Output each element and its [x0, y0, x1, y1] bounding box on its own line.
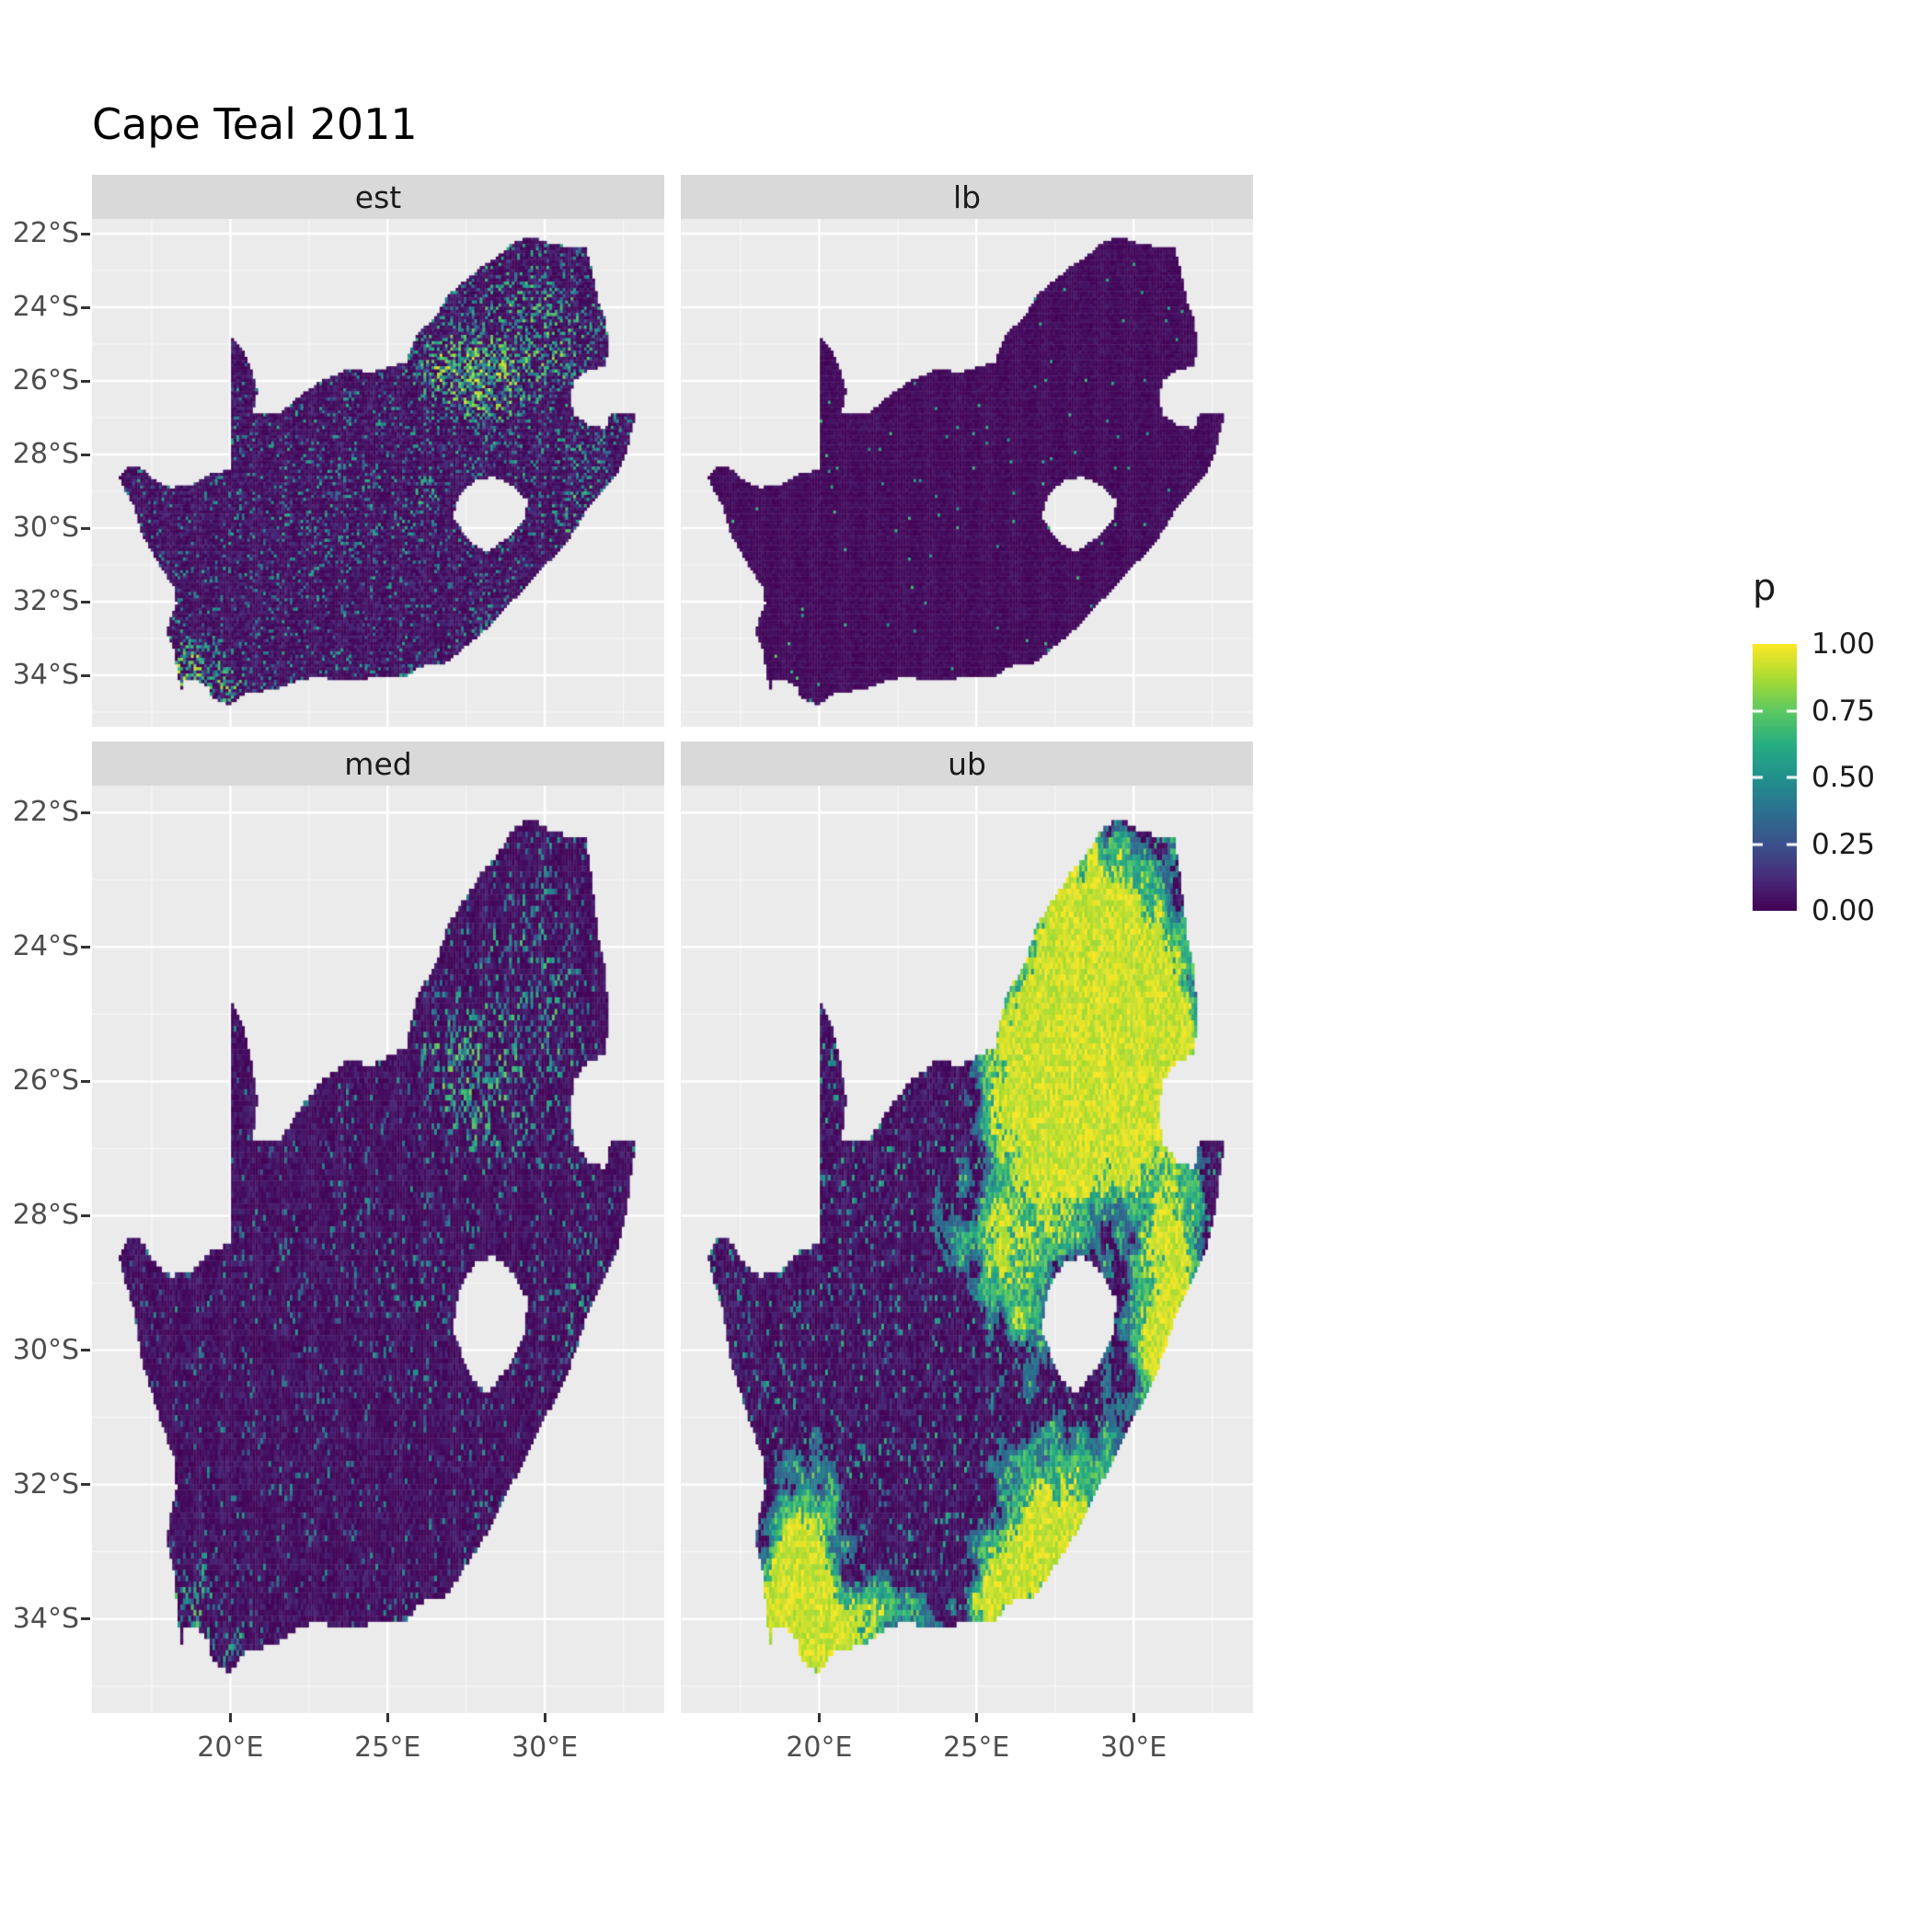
facet-strip-label-est: est: [354, 178, 402, 215]
facet-strip-label-ub: ub: [948, 745, 986, 782]
y-axis-tick-label: 28°S: [12, 437, 79, 470]
y-axis-tick-mark: [81, 232, 90, 236]
y-axis-tick-label: 30°S: [12, 1333, 79, 1366]
x-axis-tick-label: 20°E: [786, 1731, 853, 1764]
y-axis-tick-mark: [81, 379, 90, 383]
y-axis-tick-mark: [81, 453, 90, 456]
plot-title: Cape Teal 2011: [92, 99, 418, 149]
x-axis-tick-label: 30°E: [1100, 1731, 1167, 1764]
x-axis-tick-label: 20°E: [197, 1731, 264, 1764]
legend-tick-label: 0.50: [1811, 761, 1876, 794]
x-axis-tick-label: 25°E: [354, 1731, 421, 1764]
y-axis-tick-label: 32°S: [12, 584, 79, 617]
facet-strip-med: med: [92, 742, 664, 786]
y-axis-tick-mark: [81, 1617, 90, 1621]
facet-strip-est: est: [92, 175, 664, 219]
facet-panel-med: [92, 786, 664, 1713]
y-axis-tick-mark: [81, 811, 90, 814]
y-axis-tick-label: 34°S: [12, 658, 79, 691]
x-axis-tick-mark: [228, 1713, 232, 1722]
legend-tick-label: 0.25: [1811, 827, 1876, 861]
facet-panel-est: [92, 219, 664, 727]
y-axis-tick-mark: [81, 1483, 90, 1487]
y-axis-tick-label: 22°S: [12, 796, 79, 829]
y-axis-tick-label: 24°S: [12, 930, 79, 963]
y-axis-tick-mark: [81, 1213, 90, 1217]
legend-colorbar: [1753, 644, 1797, 911]
facet-panel-ub: [681, 786, 1253, 1713]
y-axis-tick-mark: [81, 673, 90, 677]
facet-panel-lb: [681, 219, 1253, 727]
y-axis-tick-mark: [81, 305, 90, 309]
y-axis-tick-mark: [81, 945, 90, 949]
facet-strip-ub: ub: [681, 742, 1253, 786]
y-axis-tick-label: 26°S: [12, 363, 79, 397]
x-axis-tick-mark: [385, 1713, 389, 1722]
x-axis-tick-label: 30°E: [512, 1731, 579, 1764]
map-canvas-med: [92, 786, 664, 1713]
y-axis-tick-mark: [81, 526, 90, 530]
map-canvas-lb: [681, 219, 1253, 727]
legend-title: p: [1753, 567, 1777, 609]
y-axis-tick-label: 22°S: [12, 216, 79, 249]
x-axis-tick-mark: [817, 1713, 821, 1722]
y-axis-tick-mark: [81, 1349, 90, 1352]
x-axis-tick-mark: [543, 1713, 546, 1722]
legend-tick-label: 0.00: [1811, 894, 1876, 927]
y-axis-tick-label: 34°S: [12, 1602, 79, 1635]
facet-strip-label-lb: lb: [952, 178, 982, 215]
x-axis-tick-mark: [1132, 1713, 1135, 1722]
y-axis-tick-mark: [81, 600, 90, 604]
y-axis-tick-mark: [81, 1079, 90, 1083]
x-axis-tick-mark: [974, 1713, 978, 1722]
x-axis-tick-label: 25°E: [943, 1731, 1010, 1764]
y-axis-tick-label: 32°S: [12, 1467, 79, 1501]
y-axis-tick-label: 28°S: [12, 1199, 79, 1232]
y-axis-tick-label: 26°S: [12, 1064, 79, 1098]
facet-strip-lb: lb: [681, 175, 1253, 219]
legend-tick-label: 0.75: [1811, 694, 1876, 728]
y-axis-tick-label: 24°S: [12, 290, 79, 323]
map-canvas-ub: [681, 786, 1253, 1713]
facet-strip-label-med: med: [344, 745, 412, 782]
map-canvas-est: [92, 219, 664, 727]
legend-tick-label: 1.00: [1811, 627, 1876, 661]
y-axis-tick-label: 30°S: [12, 511, 79, 544]
